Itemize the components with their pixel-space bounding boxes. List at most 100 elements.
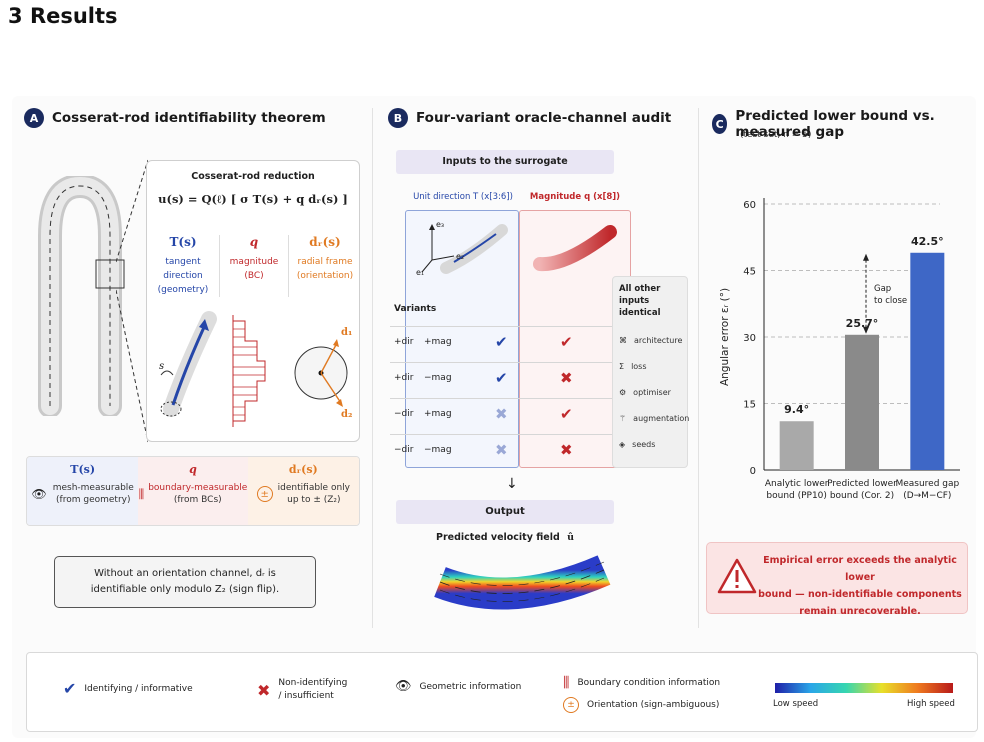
magnitude-rod-sketch	[533, 225, 617, 272]
other-inputs-panel: All other inputs identical ⌘ architecture…	[612, 276, 690, 468]
data-label: 42.5°	[911, 235, 944, 248]
legend-orientation: ± Orientation (sign-ambiguous)	[563, 697, 719, 713]
y-tick-label: 30	[743, 333, 756, 344]
reduction-columns: T(s) tangent direction (geometry) q magn…	[147, 235, 361, 297]
panel-a-title: Cosserat-rod identifiability theorem	[52, 110, 326, 126]
panel-c-badge: C	[712, 114, 728, 134]
reduction-title: Cosserat-rod reduction	[191, 171, 315, 182]
d2-label: d₂	[341, 409, 353, 420]
magnitude-label: Magnitude q (x[8])	[529, 192, 621, 202]
variant-row: +dir +mag ✔ ✔	[390, 326, 630, 356]
cosserat-rod-illustration	[38, 176, 125, 416]
cross-icon: ✖	[257, 680, 271, 700]
section-number: 3	[8, 4, 23, 28]
figure: A Cosserat-rod identifiability theorem C…	[12, 96, 978, 738]
direction-label: Unit direction T (x[3:6])	[413, 192, 513, 202]
speed-colorbar	[775, 683, 953, 693]
direction-mark: ✔	[495, 368, 508, 387]
direction-rod-sketch	[421, 224, 508, 274]
d1-label: d₁	[341, 327, 353, 338]
panel-c-subtitle: (test set, n = 5)	[740, 130, 812, 140]
variant-row: +dir −mag ✔ ✖	[390, 362, 630, 392]
section-heading: 3 Results	[8, 4, 118, 28]
variants-table: Variants +dir +mag ✔ ✔ +dir −mag ✔ ✖ −di…	[390, 300, 630, 470]
data-label: 25.7°	[846, 317, 879, 330]
magnitude-mark: ✔	[560, 332, 573, 351]
y-tick-label: 0	[750, 466, 756, 477]
magnitude-mark: ✖	[560, 368, 573, 387]
summary-magnitude: q ⫼ boundary-measurable (from BCs)	[138, 457, 248, 525]
magnitude-mark: ✔	[560, 404, 573, 423]
reduction-card: Cosserat-rod reduction u(s) = Q(ℓ) [ σ T…	[146, 160, 360, 442]
magnitude-profile-sketch	[232, 315, 266, 427]
cube-icon: ◈	[619, 439, 626, 449]
data-label: 9.4°	[784, 403, 809, 416]
x-tick-label: bound (PP10)	[766, 491, 827, 501]
divider-b-c	[698, 108, 699, 628]
column-tangent: T(s) tangent direction (geometry)	[157, 235, 209, 295]
column-magnitude: q magnitude (BC)	[219, 235, 289, 297]
tangent-sketch	[160, 311, 217, 417]
panel-a-header: A Cosserat-rod identifiability theorem	[24, 108, 326, 128]
sigma-icon: Σ	[619, 361, 625, 371]
panel-b-header: B Four-variant oracle-channel audit	[388, 108, 671, 128]
side-item-optimiser: ⚙ optimiser	[619, 387, 671, 397]
gap-arrow-head-top	[863, 253, 869, 261]
direction-mark: ✔	[495, 332, 508, 351]
x-tick-label: bound (Cor. 2)	[830, 491, 894, 501]
gap-arrow-head-bottom	[863, 326, 869, 334]
warning-text: Empirical error exceeds the analytic low…	[758, 555, 962, 617]
eye-icon: 👁	[31, 487, 47, 501]
panel-c-header: C Predicted lower bound vs. measured gap	[712, 108, 976, 140]
high-speed-label: High speed	[907, 699, 955, 709]
low-speed-label: Low speed	[773, 699, 819, 709]
other-inputs-title: All other inputs identical	[619, 284, 661, 318]
panel-a-badge: A	[24, 108, 44, 128]
axis-e2: e₂	[456, 252, 465, 261]
side-item-architecture: ⌘ architecture	[619, 335, 683, 345]
bar	[779, 421, 814, 470]
variants-header: Variants	[394, 304, 437, 314]
x-tick-label: Predicted lower	[827, 479, 897, 489]
panel-b-title: Four-variant oracle-channel audit	[416, 110, 672, 126]
down-arrow-icon: ↓	[506, 476, 518, 492]
x-tick-label: (D→M−CF)	[903, 491, 951, 501]
y-tick-label: 60	[743, 200, 756, 211]
bar	[845, 334, 879, 470]
side-item-augmentation: ⚚ augmentation	[619, 413, 690, 423]
legend-boundary: ⫼ Boundary condition information	[563, 675, 721, 691]
direction-mark: ✖	[495, 404, 508, 423]
divider-a-b	[372, 108, 373, 628]
output-label: Predicted velocity field û	[436, 532, 574, 543]
error-bar-chart: 0 15 30 45 60 Angular error εᵣ (°) 9.4° Analyti…	[719, 198, 960, 501]
arc-length-label: s	[159, 361, 165, 372]
summary-radial: dᵣ(s) ± identifiable only up to ± (Z₂)	[247, 457, 359, 525]
x-tick-label: Analytic lower	[765, 479, 829, 489]
architecture-icon: ⌘	[619, 335, 627, 345]
section-title: Results	[29, 4, 118, 28]
panel-b-badge: B	[388, 108, 408, 128]
magnitude-mark: ✖	[560, 440, 573, 459]
inputs-header: Inputs to the surrogate	[396, 150, 614, 174]
eye-icon: 👁	[395, 679, 412, 694]
side-item-seeds: ◈ seeds	[619, 439, 656, 449]
velocity-field-tube	[434, 555, 611, 610]
radial-frame-sketch	[294, 339, 348, 407]
y-tick-label: 15	[743, 400, 756, 411]
variant-row: −dir +mag ✖ ✔	[390, 398, 630, 428]
identifiability-summary: T(s) 👁 mesh-measurable (from geometry) q…	[26, 456, 360, 526]
gear-icon: ⚙	[619, 387, 627, 397]
figure-legend: ✔ Identifying / informative ✖ Non-identi…	[26, 652, 978, 732]
bar	[910, 252, 945, 470]
boundary-icon: ⫼	[138, 486, 145, 501]
direction-mark: ✖	[495, 440, 508, 459]
y-tick-label: 45	[743, 267, 756, 278]
axis-e1: e₁	[416, 268, 425, 277]
legend-non-identifying: ✖ Non-identifying / insufficient	[257, 678, 348, 701]
warning-callout: Empirical error exceeds the analytic low…	[706, 542, 968, 617]
reduction-equation: u(s) = Q(ℓ) [ σ T(s) + q dᵣ(s) ]	[158, 192, 348, 206]
zoom-lines	[116, 159, 148, 443]
legend-identifying: ✔ Identifying / informative	[63, 679, 193, 698]
boundary-icon: ⫼	[563, 675, 570, 691]
